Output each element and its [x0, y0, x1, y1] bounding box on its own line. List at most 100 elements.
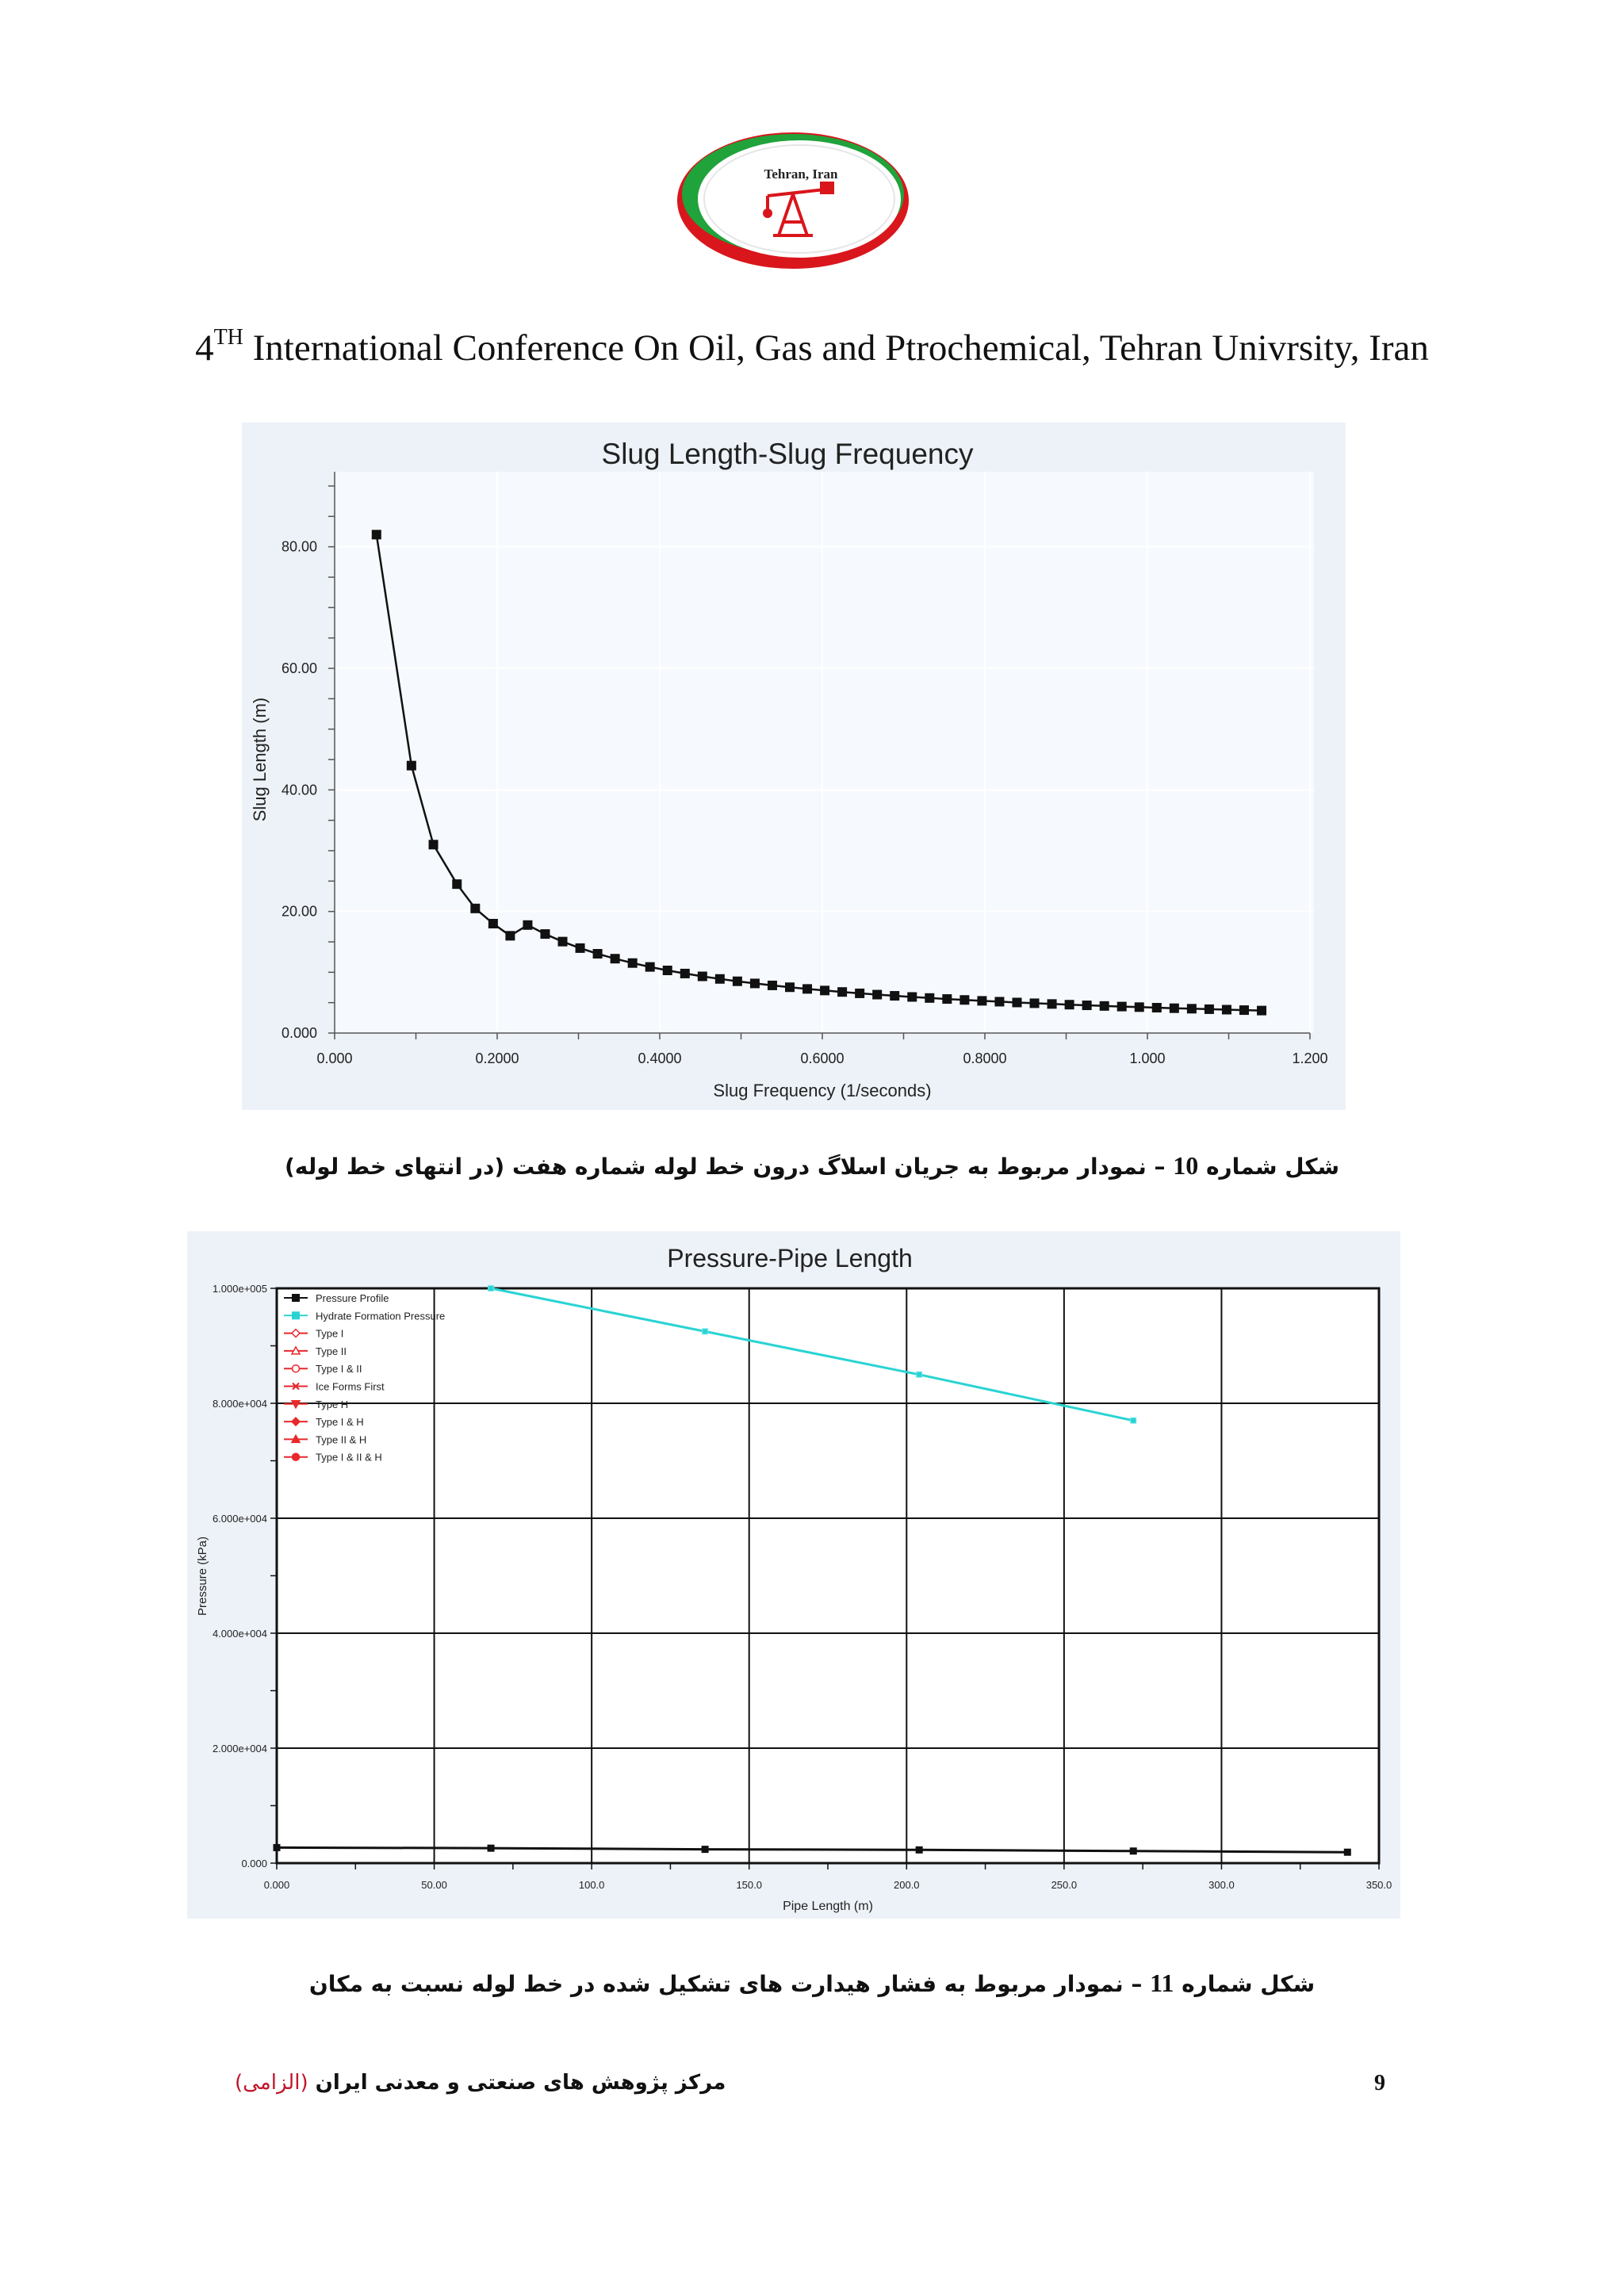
x-tick-label: 1.000 [1129, 1050, 1165, 1066]
series-line [490, 1287, 1134, 1422]
x-tick-label: 300.0 [1208, 1879, 1235, 1891]
x-tick-label: 0.000 [316, 1050, 352, 1066]
x-tick-label: 350.0 [1366, 1879, 1392, 1891]
legend-label: Ice Forms First [316, 1381, 385, 1393]
x-tick-label: 200.0 [894, 1879, 920, 1891]
data-point [714, 974, 725, 984]
data-point [749, 978, 760, 989]
conference-logo: Tehran, Iran [674, 131, 912, 277]
data-point [785, 982, 795, 993]
y-tick-label: 60.00 [282, 660, 317, 676]
legend-marker [292, 1311, 300, 1320]
data-point [488, 919, 498, 928]
data-point [732, 976, 742, 986]
data-point [627, 958, 638, 968]
data-point [645, 962, 655, 972]
data-point [1221, 1004, 1231, 1015]
data-point [697, 971, 707, 982]
data-point [1099, 1001, 1109, 1011]
legend-item: Type II & H [284, 1433, 366, 1445]
data-point [916, 1371, 923, 1378]
y-tick-label: 20.00 [282, 904, 317, 920]
footer-organization: مرکز پژوهش های صنعتی و معدنی ایران (الزا… [235, 2071, 726, 2095]
y-axis-label: Pressure (kPa) [196, 1536, 209, 1616]
legend-marker [291, 1364, 301, 1373]
plot-area [335, 472, 1314, 1033]
x-tick-label: 1.200 [1292, 1050, 1327, 1066]
x-tick-label: 0.4000 [638, 1050, 681, 1066]
conference-ordinal-suffix: TH [213, 325, 243, 350]
y-tick-label: 1.000e+005 [213, 1283, 267, 1295]
legend-marker [290, 1417, 301, 1427]
legend-label: Type II [316, 1345, 347, 1357]
legend-label: Type I & II & H [316, 1452, 382, 1464]
data-point [428, 840, 439, 850]
legend-item: Hydrate Formation Pressure [284, 1310, 445, 1322]
y-tick-label: 40.00 [282, 782, 317, 798]
figure-11-caption: شکل شماره 11 – نمودار مربوط به فشار هیدا… [0, 1969, 1624, 1998]
data-point [1130, 1417, 1137, 1424]
x-tick-label: 100.0 [579, 1879, 605, 1891]
x-tick-label: 150.0 [736, 1879, 762, 1891]
figure-11-text: – نمودار مربوط به فشار هیدارت های تشکیل … [308, 1971, 1143, 1997]
series-line [276, 1846, 1348, 1854]
slug-length-chart: 0.000 0.2000 0.4000 0.6000 0.8000 1.000 1.200 0… [242, 423, 1346, 1110]
data-point [767, 980, 777, 990]
legend-item: Type I & H [284, 1416, 364, 1428]
data-point [890, 991, 900, 1001]
legend-item: Type I & II [284, 1363, 362, 1375]
data-point [557, 936, 568, 947]
footer-mandatory-note: (الزامی) [235, 2071, 308, 2095]
conference-title: 4TH International Conference On Oil, Gas… [0, 327, 1624, 369]
legend-label: Type I & H [316, 1416, 364, 1428]
chart-title: Slug Length-Slug Frequency [602, 438, 974, 470]
pressure-pipe-chart-svg: 0.000 50.00 100.0 150.0 200.0 250.0 300.0 350.0… [196, 1244, 1392, 1913]
data-point [371, 530, 381, 540]
legend-item: Type II [284, 1345, 347, 1357]
data-point [702, 1328, 709, 1335]
legend-marker [290, 1400, 301, 1410]
data-point [1257, 1005, 1267, 1016]
legend-marker [290, 1328, 301, 1338]
y-tick-label: 6.000e+004 [213, 1513, 267, 1525]
x-tick-label: 0.000 [264, 1879, 290, 1891]
legend-item: Type H [284, 1399, 348, 1410]
data-point [1343, 1848, 1351, 1856]
data-point [1134, 1002, 1144, 1012]
x-axis-label: Slug Frequency (1/seconds) [713, 1081, 931, 1100]
data-point [540, 929, 550, 939]
data-point [680, 968, 690, 978]
data-point [592, 948, 603, 959]
data-point [1151, 1003, 1162, 1013]
data-point [1239, 1005, 1249, 1016]
y-tick-label: 0.000 [282, 1025, 317, 1041]
data-point [1082, 1001, 1092, 1011]
data-point [915, 1846, 923, 1854]
legend-label: Hydrate Formation Pressure [316, 1310, 445, 1322]
data-point [1047, 999, 1057, 1009]
x-axis-label: Pipe Length (m) [783, 1900, 873, 1913]
plot-area [275, 1287, 1381, 1865]
data-point [488, 1285, 495, 1292]
data-point [505, 931, 515, 941]
data-point [959, 995, 970, 1005]
legend-marker [290, 1345, 301, 1355]
data-point [701, 1846, 709, 1854]
legend-item: Type I [284, 1328, 343, 1340]
x-tick-label: 250.0 [1051, 1879, 1078, 1891]
x-tick-label: 50.00 [421, 1879, 447, 1891]
data-point [1116, 1001, 1127, 1012]
page-number: 9 [1374, 2071, 1385, 2095]
data-point [406, 760, 416, 771]
data-point [820, 985, 830, 996]
data-point [1064, 1000, 1074, 1010]
conference-name: International Conference On Oil, Gas and… [243, 327, 1429, 369]
data-point [994, 997, 1005, 1007]
data-point [1169, 1003, 1179, 1013]
legend-item: Pressure Profile [284, 1292, 389, 1304]
y-tick-label: 4.000e+004 [213, 1628, 267, 1640]
data-point [1129, 1847, 1137, 1855]
footer-organization-name: مرکز پژوهش های صنعتی و معدنی ایران [315, 2071, 726, 2095]
data-point [855, 988, 865, 998]
chart-title: Pressure-Pipe Length [667, 1244, 913, 1272]
